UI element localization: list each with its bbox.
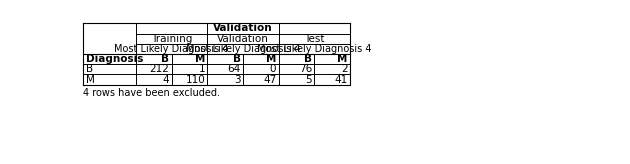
Text: B: B <box>304 54 312 64</box>
Text: Test: Test <box>304 34 324 44</box>
Text: Validation: Validation <box>213 23 273 33</box>
Text: 212: 212 <box>149 64 169 74</box>
Text: Training: Training <box>151 34 192 44</box>
Text: 0: 0 <box>270 64 277 74</box>
Text: B: B <box>161 54 169 64</box>
Text: B: B <box>232 54 241 64</box>
Text: B: B <box>86 64 93 74</box>
Text: 1: 1 <box>198 64 205 74</box>
Text: Most Likely Diagnosis 4: Most Likely Diagnosis 4 <box>115 44 229 54</box>
Text: 41: 41 <box>335 75 348 85</box>
Text: M: M <box>195 54 205 64</box>
Text: M: M <box>337 54 348 64</box>
Text: 47: 47 <box>263 75 277 85</box>
Text: Most Likely Diagnosis 4: Most Likely Diagnosis 4 <box>186 44 301 54</box>
Text: Diagnosis: Diagnosis <box>86 54 143 64</box>
Text: Most Likely Diagnosis 4: Most Likely Diagnosis 4 <box>257 44 372 54</box>
Text: 64: 64 <box>227 64 241 74</box>
Text: 4 rows have been excluded.: 4 rows have been excluded. <box>83 88 220 98</box>
Text: 76: 76 <box>299 64 312 74</box>
Text: 4: 4 <box>163 75 169 85</box>
Text: 5: 5 <box>306 75 312 85</box>
Text: 3: 3 <box>234 75 241 85</box>
Text: M: M <box>266 54 277 64</box>
Text: 2: 2 <box>341 64 348 74</box>
Text: Validation: Validation <box>217 34 269 44</box>
Text: 110: 110 <box>185 75 205 85</box>
Text: M: M <box>86 75 94 85</box>
